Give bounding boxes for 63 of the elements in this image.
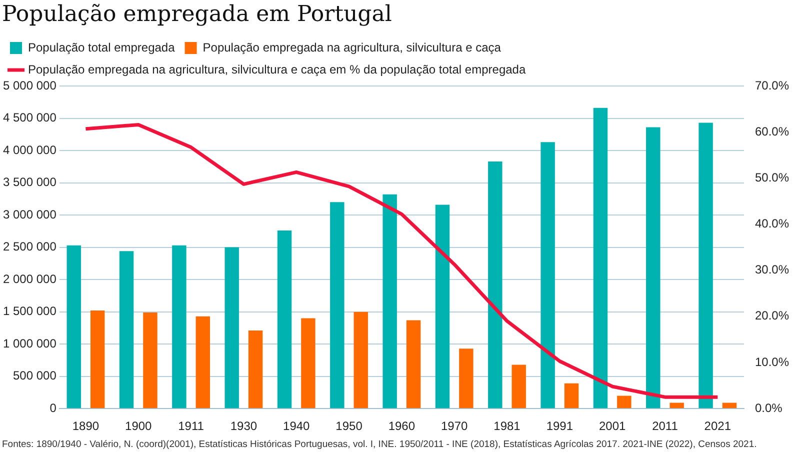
legend-label: População empregada na agricultura, silvicultura e caça [202,40,502,54]
bar [330,202,344,408]
bar [301,318,316,408]
y2-tick-label: 40.0% [754,216,790,231]
bar [143,312,158,408]
x-tick-label: 2001 [598,419,626,434]
bar [196,316,210,408]
legend-label: População total empregada [28,40,176,54]
bar [488,161,502,408]
legend-label: População empregada na agricultura, silvicultura e caça em % da população total empregada [28,62,526,76]
x-tick-label: 1911 [178,419,204,434]
bar [670,402,684,408]
y-tick-label: 4 000 000 [2,142,57,157]
y2-tick-label: 10.0% [754,354,790,369]
bar [354,312,368,408]
bar [90,310,105,408]
bar [119,251,134,408]
y2-tick-label: 30.0% [754,262,790,277]
y-tick-label: 2 000 000 [2,272,57,286]
text: Fontes: 1890/1940 - Valério, N. (coord)(2001), Estatísticas Históricas Portuguesas, vol. I, INE. 1950/2011 - INE (2018), Estatísticas Agrícolas 2017. 2021-INE (2022), Censos 2021. [1,438,758,450]
bar [277,230,292,408]
chart-title: População empregada em Portugal [1,1,393,29]
bar [406,320,421,408]
bar [172,245,186,408]
x-tick-label: 1900 [125,419,152,434]
bar [593,108,608,408]
bar [722,402,737,408]
x-tick-label: 2021 [704,419,732,434]
y-tick-label: 5 000 000 [2,78,57,92]
y-tick-label: 0 [50,400,57,415]
y-tick-label: 1 000 000 [2,336,57,350]
y2-tick-label: 0.0% [754,400,783,415]
x-tick-label: 1981 [494,419,521,434]
y2-tick-label: 50.0% [754,170,790,184]
bar [646,127,660,408]
x-tick-label: 1960 [388,419,416,434]
y-tick-label: 4 500 000 [2,110,57,125]
x-tick-label: 1940 [283,419,310,434]
bar [459,348,474,408]
x-tick-label: 2011 [652,419,678,434]
x-tick-label: 1991 [546,419,574,434]
x-tick-label: 1930 [230,419,258,434]
x-tick-label: 1970 [440,419,468,434]
bar [382,194,397,408]
y-tick-label: 2 500 000 [2,240,57,254]
x-tick-label: 1890 [72,419,100,434]
y-tick-label: 3 000 000 [2,207,57,222]
bar [512,364,526,408]
y2-tick-label: 20.0% [754,308,790,323]
bar [540,142,555,408]
y-tick-label: 1 500 000 [2,304,57,318]
bar [564,383,579,408]
y2-tick-label: 70.0% [754,78,790,92]
y-tick-label: 500 000 [12,368,57,383]
bar [617,396,632,408]
bar [224,247,239,408]
bar [698,122,713,408]
bar [66,245,81,408]
x-tick-label: 1950 [336,419,363,434]
bar [248,330,263,408]
y2-tick-label: 60.0% [754,124,790,138]
bar [435,204,450,408]
y-tick-label: 3 500 000 [2,175,57,190]
